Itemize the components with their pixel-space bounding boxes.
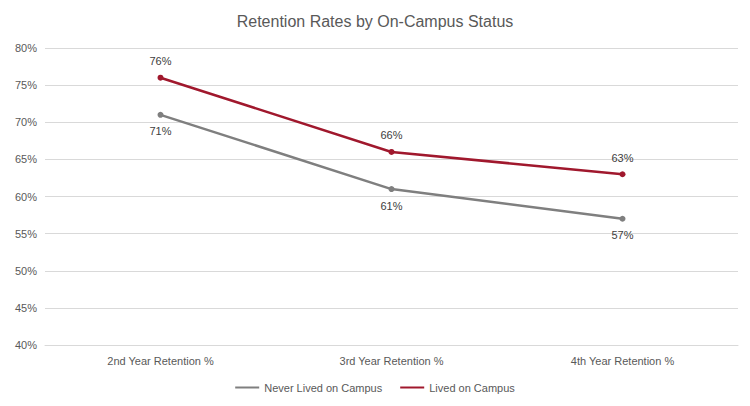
svg-text:55%: 55% bbox=[15, 228, 37, 240]
svg-text:Never Lived on Campus: Never Lived on Campus bbox=[264, 382, 383, 394]
svg-text:61%: 61% bbox=[380, 200, 402, 212]
svg-text:2nd Year Retention %: 2nd Year Retention % bbox=[107, 355, 214, 367]
svg-text:76%: 76% bbox=[149, 55, 171, 67]
svg-text:3rd Year Retention %: 3rd Year Retention % bbox=[340, 355, 444, 367]
svg-text:57%: 57% bbox=[611, 229, 633, 241]
svg-text:70%: 70% bbox=[15, 116, 37, 128]
svg-text:60%: 60% bbox=[15, 191, 37, 203]
svg-text:40%: 40% bbox=[15, 339, 37, 351]
svg-text:71%: 71% bbox=[149, 125, 171, 137]
svg-text:Lived on Campus: Lived on Campus bbox=[429, 382, 515, 394]
svg-text:50%: 50% bbox=[15, 265, 37, 277]
svg-text:80%: 80% bbox=[15, 42, 37, 54]
svg-text:4th Year Retention %: 4th Year Retention % bbox=[571, 355, 675, 367]
svg-text:63%: 63% bbox=[611, 152, 633, 164]
svg-text:Retention Rates by On-Campus S: Retention Rates by On-Campus Status bbox=[237, 13, 514, 30]
svg-text:45%: 45% bbox=[15, 302, 37, 314]
svg-text:66%: 66% bbox=[380, 129, 402, 141]
svg-text:75%: 75% bbox=[15, 79, 37, 91]
svg-text:65%: 65% bbox=[15, 153, 37, 165]
